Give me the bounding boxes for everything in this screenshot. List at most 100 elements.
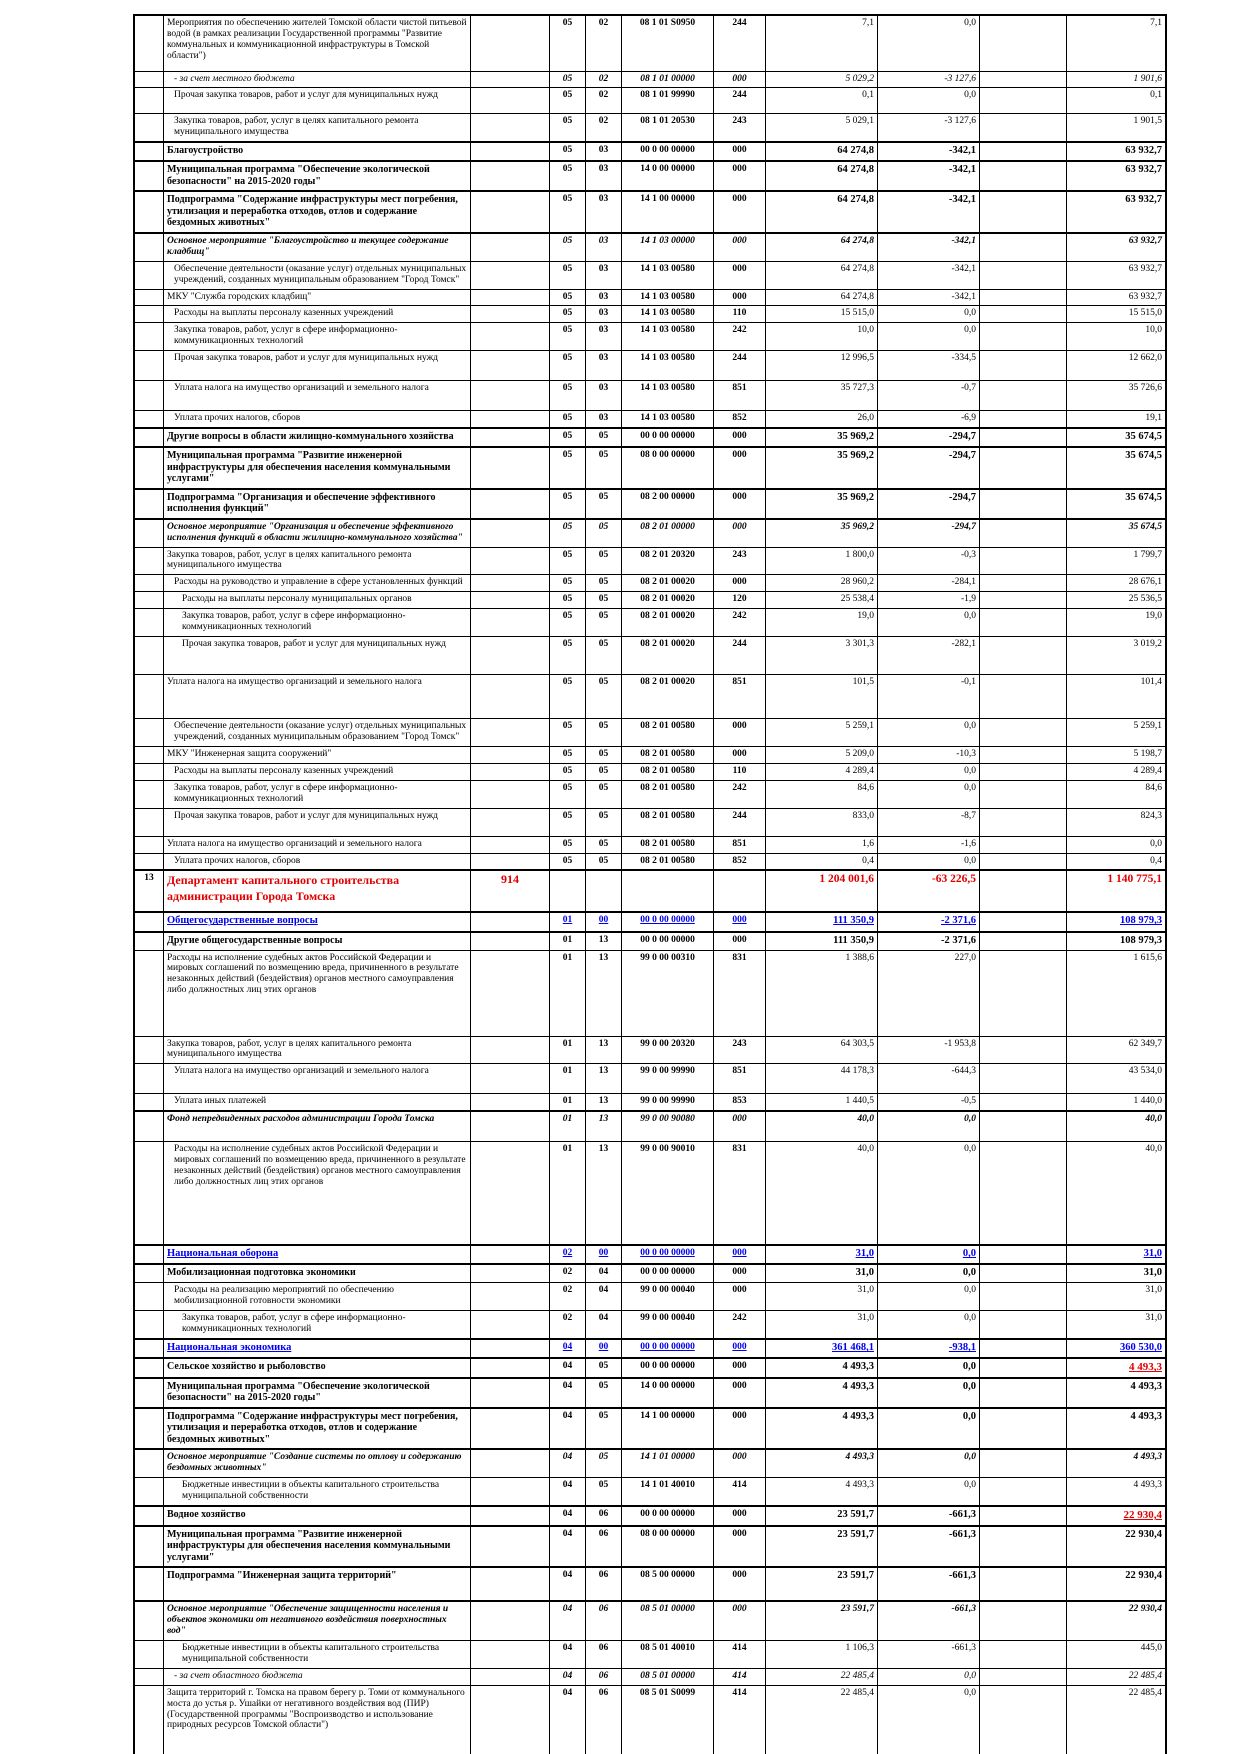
table-row: Подпрограмма "Содержание инфраструктуры … <box>133 190 1167 234</box>
amount-change-cell: -661,3 <box>877 1566 980 1602</box>
amount-approved-cell: 1 388,6 <box>765 949 878 1037</box>
amount-total-cell: 22 930,4 <box>1066 1525 1167 1568</box>
target-article-code-cell: 08 1 01 20530 <box>621 113 714 143</box>
amount-change-cell: 0,0 <box>877 779 980 809</box>
amount-change-cell: -8,7 <box>877 807 980 837</box>
row-name-cell: Прочая закупка товаров, работ и услуг дл… <box>163 87 471 115</box>
amount-total-cell: 31,0 <box>1066 1244 1167 1265</box>
target-article-code-cell: 08 0 00 00000 <box>621 446 714 490</box>
amount-total-cell: 43 534,0 <box>1066 1063 1167 1095</box>
table-row: Закупка товаров, работ, услуг в целях ка… <box>133 1035 1167 1065</box>
row-name-cell: Закупка товаров, работ, услуг в сфере ин… <box>163 779 471 809</box>
razdel-code-cell: 05 <box>549 518 586 548</box>
row-number-cell <box>133 1600 164 1641</box>
razdel-code-cell: 04 <box>549 1600 586 1641</box>
razdel-code-cell: 04 <box>549 1505 586 1527</box>
amount-approved-cell: 111 350,9 <box>765 911 878 933</box>
expense-type-code-cell: 000 <box>713 1600 766 1641</box>
amount-approved-cell: 5 029,1 <box>765 113 878 143</box>
row-name-cell: Общегосударственные вопросы <box>163 911 471 933</box>
amount-total-cell: 4 493,3 <box>1066 1407 1167 1450</box>
blank-cell <box>979 1525 1067 1568</box>
row-number-cell <box>133 518 164 548</box>
target-article-code-cell: 08 2 01 00000 <box>621 518 714 548</box>
vedomstvo-code-cell <box>470 260 550 290</box>
row-name-cell: Закупка товаров, работ, услуг в целях ка… <box>163 546 471 576</box>
blank-cell <box>979 260 1067 290</box>
blank-cell <box>979 1244 1067 1265</box>
amount-change-cell: -661,3 <box>877 1505 980 1527</box>
target-article-code-cell: 00 0 00 00000 <box>621 1244 714 1265</box>
amount-change-cell: 0,0 <box>877 1684 980 1754</box>
amount-total-cell: 12 662,0 <box>1066 350 1167 382</box>
row-number-cell <box>133 745 164 764</box>
razdel-code-cell: 01 <box>549 1110 586 1142</box>
blank-cell <box>979 931 1067 951</box>
target-article-code-cell: 14 1 03 00580 <box>621 288 714 307</box>
amount-change-cell: 0,0 <box>877 1310 980 1340</box>
vedomstvo-code-cell <box>470 1600 550 1641</box>
row-name-cell: Другие вопросы в области жилищно-коммуна… <box>163 427 471 448</box>
amount-total-cell: 63 932,7 <box>1066 288 1167 307</box>
blank-cell <box>979 807 1067 837</box>
blank-cell <box>979 1477 1067 1507</box>
row-number-cell <box>133 446 164 490</box>
amount-approved-cell: 1 204 001,6 <box>765 869 878 913</box>
blank-cell <box>979 1338 1067 1359</box>
table-row: Закупка товаров, работ, услуг в сфере ин… <box>133 1310 1167 1340</box>
row-name-cell: Подпрограмма "Содержание инфраструктуры … <box>163 190 471 234</box>
expense-type-code-cell: 851 <box>713 835 766 854</box>
table-row: Муниципальная программа "Обеспечение эко… <box>133 1377 1167 1409</box>
expense-type-code-cell: 414 <box>713 1639 766 1669</box>
vedomstvo-code-cell <box>470 488 550 520</box>
target-article-code-cell: 00 0 00 00000 <box>621 427 714 448</box>
amount-total-cell: 101,4 <box>1066 674 1167 720</box>
blank-cell <box>979 911 1067 933</box>
target-article-code-cell: 08 1 01 S0950 <box>621 14 714 72</box>
podrazdel-code-cell: 03 <box>585 160 622 192</box>
expense-type-code-cell: 000 <box>713 288 766 307</box>
amount-approved-cell: 4 493,3 <box>765 1357 878 1379</box>
vedomstvo-code-cell <box>470 1566 550 1602</box>
expense-type-code-cell: 000 <box>713 232 766 262</box>
podrazdel-code-cell: 06 <box>585 1566 622 1602</box>
expense-type-code-cell: 000 <box>713 1338 766 1359</box>
target-article-code-cell: 99 0 00 00040 <box>621 1310 714 1340</box>
amount-approved-cell: 26,0 <box>765 410 878 429</box>
vedomstvo-code-cell <box>470 518 550 548</box>
expense-type-code-cell: 000 <box>713 1566 766 1602</box>
blank-cell <box>979 1684 1067 1754</box>
podrazdel-code-cell: 05 <box>585 762 622 781</box>
razdel-code-cell: 01 <box>549 1035 586 1065</box>
podrazdel-code-cell: 02 <box>585 14 622 72</box>
row-name-cell: Закупка товаров, работ, услуг в сфере ин… <box>163 322 471 352</box>
amount-approved-cell: 833,0 <box>765 807 878 837</box>
table-row: Уплата налога на имущество организаций и… <box>133 1063 1167 1095</box>
row-name-cell: Основное мероприятие "Благоустройство и … <box>163 232 471 262</box>
amount-approved-cell: 12 996,5 <box>765 350 878 382</box>
expense-type-code-cell: 242 <box>713 1310 766 1340</box>
razdel-code-cell: 05 <box>549 350 586 382</box>
blank-cell <box>979 1140 1067 1246</box>
expense-type-code-cell: 000 <box>713 190 766 234</box>
amount-change-cell: 0,0 <box>877 1357 980 1379</box>
razdel-code-cell: 04 <box>549 1448 586 1479</box>
target-article-code-cell: 14 1 03 00580 <box>621 322 714 352</box>
table-row: Расходы на выплаты персоналу казенных уч… <box>133 762 1167 781</box>
table-row: Муниципальная программа "Развитие инжене… <box>133 446 1167 490</box>
target-article-code-cell <box>621 869 714 913</box>
row-number-cell <box>133 1338 164 1359</box>
razdel-code-cell: 05 <box>549 427 586 448</box>
amount-total-cell: 62 349,7 <box>1066 1035 1167 1065</box>
razdel-code-cell: 05 <box>549 488 586 520</box>
row-number-cell <box>133 911 164 933</box>
vedomstvo-code-cell <box>470 446 550 490</box>
table-row: Основное мероприятие "Создание системы п… <box>133 1448 1167 1479</box>
amount-change-cell: -342,1 <box>877 160 980 192</box>
vedomstvo-code-cell <box>470 911 550 933</box>
table-row: МКУ "Служба городских кладбищ" 05 03 14 1 0… <box>133 288 1167 307</box>
amount-total-cell: 63 932,7 <box>1066 232 1167 262</box>
amount-change-cell: -661,3 <box>877 1600 980 1641</box>
table-row: Расходы на реализацию мероприятий по обе… <box>133 1282 1167 1312</box>
table-row: Основное мероприятие "Благоустройство и … <box>133 232 1167 262</box>
